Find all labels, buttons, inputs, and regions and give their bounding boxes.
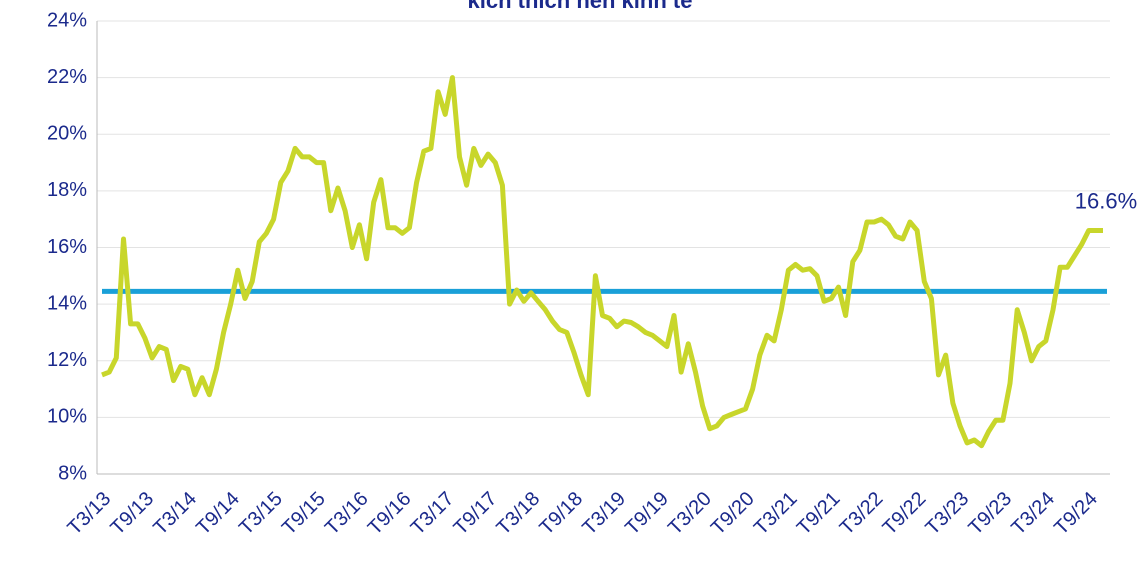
x-tick-label: T3/17: [407, 488, 459, 540]
y-tick-label: 22%: [47, 66, 87, 88]
x-tick-label: T9/18: [535, 488, 587, 540]
x-tick-label: T9/14: [192, 488, 244, 540]
chart-title: kích thích nền kinh tế: [468, 0, 694, 13]
x-tick-label: T3/23: [922, 488, 974, 540]
y-tick-label: 10%: [47, 406, 87, 428]
y-tick-label: 18%: [47, 179, 87, 201]
x-tick-label: T3/19: [578, 488, 630, 540]
x-tick-label: T9/15: [278, 488, 330, 540]
x-tick-label: T9/13: [106, 488, 158, 540]
x-tick-label: T3/13: [64, 488, 116, 540]
x-tick-label: T9/23: [964, 488, 1016, 540]
x-tick-label: T3/16: [321, 488, 373, 540]
x-tick-label: T3/18: [493, 488, 545, 540]
x-tick-label: T9/16: [364, 488, 416, 540]
x-tick-label: T9/20: [707, 488, 759, 540]
x-tick-label: T9/22: [879, 488, 931, 540]
x-tick-label: T3/20: [664, 488, 716, 540]
y-tick-label: 14%: [47, 292, 87, 314]
y-tick-label: 12%: [47, 349, 87, 371]
data-label: 16.6%: [1075, 188, 1137, 213]
x-tick-label: T9/19: [621, 488, 673, 540]
series-line: [101, 75, 1103, 449]
x-tick-label: T9/17: [450, 488, 502, 540]
x-tick-label: T9/24: [1050, 488, 1102, 540]
x-tick-label: T3/22: [836, 488, 888, 540]
x-tick-label: T3/21: [750, 488, 802, 540]
y-tick-label: 16%: [47, 236, 87, 258]
x-tick-label: T9/21: [793, 488, 845, 540]
y-tick-label: 8%: [58, 462, 87, 484]
x-tick-label: T3/14: [149, 488, 201, 540]
x-tick-label: T3/15: [235, 488, 287, 540]
x-tick-label: T3/24: [1007, 488, 1059, 540]
y-tick-label: 24%: [47, 9, 87, 31]
y-tick-label: 20%: [47, 123, 87, 145]
